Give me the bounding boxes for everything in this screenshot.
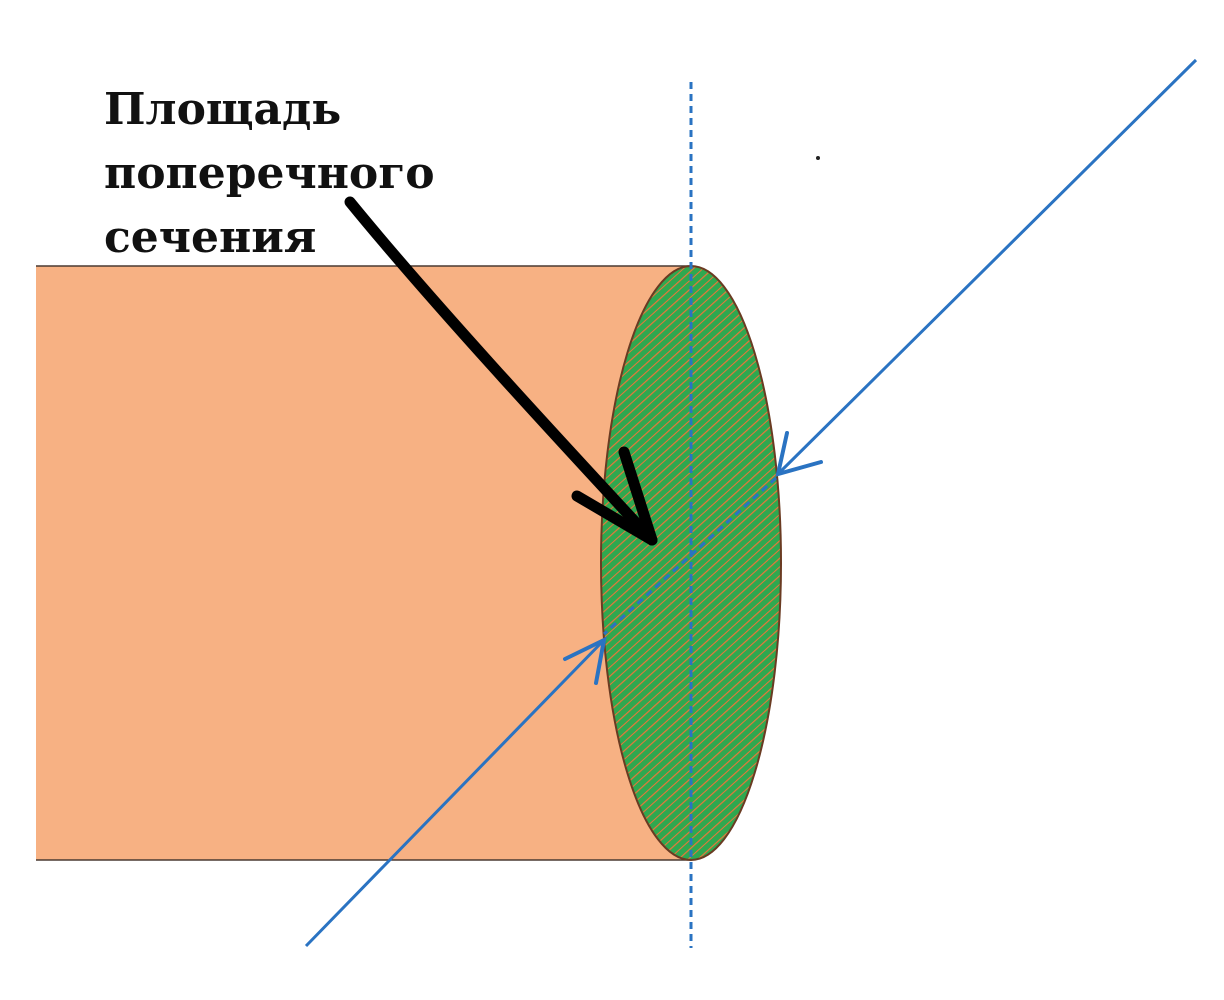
label-line-1: Площадь xyxy=(104,84,342,135)
lower-arrowhead-icon xyxy=(563,636,607,685)
diagonal-dashed-guide xyxy=(602,476,778,636)
label-line-2: поперечного xyxy=(104,148,435,199)
upper-guide-line xyxy=(776,58,1198,476)
label-line-3: сечения xyxy=(104,212,317,263)
upper-arrowhead-icon xyxy=(775,431,823,477)
pointer-arrowhead-icon xyxy=(571,446,658,546)
stray-dot xyxy=(816,156,820,160)
wire-body xyxy=(36,266,691,860)
pointer-arrow-shaft xyxy=(344,196,658,546)
lower-guide-line xyxy=(304,638,606,948)
cross-section-label: Площадь поперечного сечения xyxy=(104,78,435,270)
